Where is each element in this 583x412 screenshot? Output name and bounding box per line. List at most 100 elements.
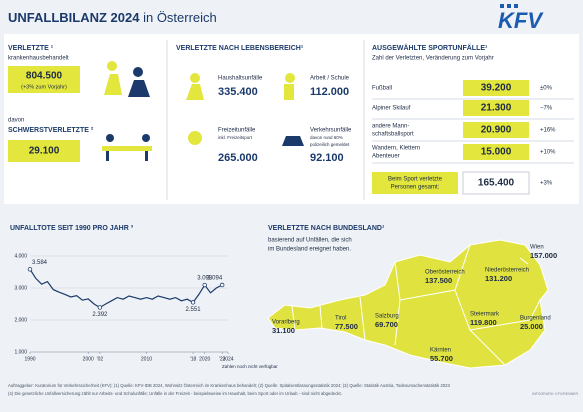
page-title: UNFALLBILANZ 2024 in Österreich <box>8 10 217 25</box>
row-label: schaftsballsport <box>372 132 414 138</box>
austria-map <box>267 239 549 369</box>
item-label: Freizeitunfälle <box>218 128 256 134</box>
state-value: 131.200 <box>485 274 512 283</box>
value-label: 2.551 <box>186 307 202 313</box>
row-change: −7% <box>540 106 553 112</box>
row-value: 15.000 <box>481 147 512 158</box>
point <box>27 267 33 272</box>
section-title: VERLETZTE NACH LEBENSBEREICH¹ <box>176 45 304 52</box>
y-tick-label: 4.000 <box>14 253 27 259</box>
item-label: Haushaltsunfälle <box>218 76 263 82</box>
state-name: Oberösterreich <box>425 270 465 276</box>
row-label: Fußball <box>372 86 392 92</box>
item-value: 92.100 <box>310 152 344 164</box>
title-main: UNFALLBILANZ 2024 <box>8 10 140 25</box>
section-title: VERLETZTE NACH BUNDESLAND¹ <box>268 225 385 232</box>
x-tick-label: 2000 <box>83 356 94 362</box>
change: (+3% zum Vorjahr) <box>21 84 67 90</box>
y-tick-label: 2.000 <box>14 317 27 323</box>
item-note: davon rund 60% <box>310 135 343 140</box>
state-value: 119.800 <box>470 318 497 327</box>
row-label: Abenteuer <box>372 154 400 160</box>
chart-title: UNFALLTOTE SEIT 1990 PRO JAHR ³ <box>10 225 134 232</box>
row-value: 20.900 <box>481 125 512 136</box>
y-tick-label: 3.000 <box>14 285 27 291</box>
item-value: 112.000 <box>310 86 349 98</box>
logo-text: KFV <box>498 8 544 33</box>
line <box>29 268 223 309</box>
label: davon <box>8 118 24 124</box>
chart-note: Zahlen noch nicht verfügbar <box>222 364 278 369</box>
state-value: 69.700 <box>375 320 398 329</box>
point <box>219 282 225 288</box>
row-box <box>463 122 529 138</box>
state-name: Salzburg <box>375 314 399 320</box>
x-tick-label: '18 <box>190 356 197 362</box>
row-value: 21.300 <box>481 103 512 114</box>
state-name: Tirol <box>335 316 346 322</box>
logo: KFV <box>498 4 544 33</box>
x-tick-label: 2024 <box>222 356 233 362</box>
state-value: 55.700 <box>430 354 453 363</box>
row-change: +10% <box>540 150 556 156</box>
item-label: Arbeit / Schule <box>310 76 350 82</box>
state-value: 25.000 <box>520 322 543 331</box>
section-subtitle: basierend auf Unfällen, die sich <box>268 238 352 244</box>
value: 29.100 <box>29 146 60 157</box>
icon <box>186 73 304 146</box>
x-tick-label: 2010 <box>141 356 152 362</box>
value-label: 3.093 <box>197 276 213 282</box>
state-value: 77.500 <box>335 322 358 331</box>
total-value-box <box>462 171 530 195</box>
row-box <box>463 80 529 96</box>
x-tick-label: 2020 <box>199 356 210 362</box>
title-suffix: in Österreich <box>143 10 217 25</box>
point <box>190 300 196 305</box>
state-value: 157.000 <box>530 251 557 260</box>
value-label: 2.392 <box>92 312 108 318</box>
item-note: inkl. Freizeitsport <box>218 135 253 140</box>
state-name: Kärnten <box>430 348 451 354</box>
total-label: Personen gesamt: <box>391 185 440 191</box>
label: VERLETZTE ¹ <box>8 45 54 52</box>
row-change: ±0% <box>540 86 553 92</box>
label: SCHWERSTVERLETZTE ² <box>8 127 94 134</box>
item-label: Verkehrsunfälle <box>310 128 352 134</box>
sport-rows: Fußball 39.200 ±0% Alpiner Skilauf 21.300 −7%… <box>372 80 574 164</box>
row-value: 39.200 <box>481 83 512 94</box>
footer: Auftraggeber: Kuratorium für Verkehrssic… <box>8 383 451 388</box>
section-title: AUSGEWÄHLTE SPORTUNFÄLLE¹ <box>372 44 488 52</box>
item-value: 265.000 <box>218 152 258 164</box>
row-label: Wandern, Klettern <box>372 146 420 152</box>
icon <box>104 61 150 97</box>
state-value: 31.100 <box>272 326 295 335</box>
value-label: 3.584 <box>32 260 48 266</box>
total-label: Beim Sport verletzte <box>388 177 443 183</box>
footer: (4) Die gesetzliche Unfallversicherung z… <box>8 391 342 396</box>
state-name: Vorarlberg <box>272 320 300 326</box>
icon <box>102 134 152 161</box>
state-name: Wien <box>530 245 544 251</box>
state-name: Burgenland <box>520 316 551 322</box>
section-subtitle: im Bundesland ereignet haben. <box>268 247 351 253</box>
x-tick-label: '02 <box>97 356 104 362</box>
value-box <box>8 66 80 93</box>
total-box <box>372 172 458 194</box>
item-note: polizeilich gemeldet <box>310 142 350 147</box>
section-subtitle: Zahl der Verletzten, Veränderung zum Vor… <box>372 56 494 62</box>
sublabel: krankenhausbehandelt <box>8 56 69 62</box>
y-tick-label: 1.000 <box>14 349 27 355</box>
value-label: 3.094 <box>207 276 223 282</box>
point <box>97 305 103 310</box>
x-tick-label: '23 <box>219 356 226 362</box>
row-box <box>463 144 529 160</box>
state-value: 137.500 <box>425 276 452 285</box>
credit: INFOGRAFIK: KFV/RENNER <box>532 392 578 396</box>
state-name: Niederösterreich <box>485 268 529 274</box>
row-box <box>463 100 529 116</box>
row-label: andere Mann- <box>372 124 409 130</box>
item-value: 335.400 <box>218 86 258 98</box>
